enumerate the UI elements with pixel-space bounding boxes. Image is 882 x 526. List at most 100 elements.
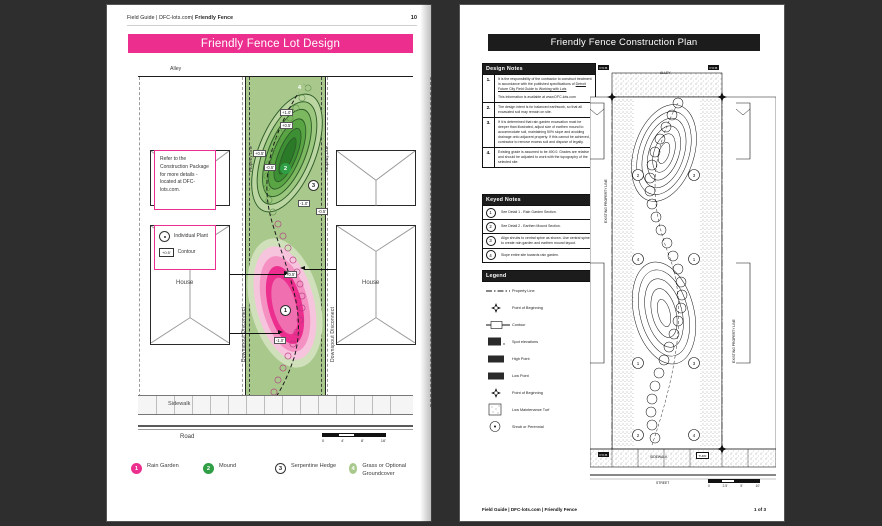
scale-tick: 8'	[360, 438, 364, 443]
note-body: Existing grade is assumed to be 490.0. G…	[498, 149, 590, 164]
spot-elevation: -0.5'	[316, 208, 329, 215]
keyed-notes-panel: Keyed Notes 1 See Detail 1 - Rain Garden…	[482, 194, 596, 263]
lot-design-plan: Alley	[128, 62, 431, 447]
callout-construction-package: Refer to the Construction Package for mo…	[154, 150, 216, 210]
scale-tick: 5'	[740, 484, 743, 488]
callout-text: Refer to the Construction Package for mo…	[160, 156, 209, 193]
legend-row-low-point: Low Point	[482, 367, 596, 384]
scale-tick: 0	[322, 438, 325, 443]
note-number: 2.	[483, 102, 495, 117]
legend-label: Shrub or Perennial	[512, 424, 544, 429]
keyed-note-text: Slope entire site towards rain garden.	[501, 252, 559, 257]
key-item-mound: 2 Mound	[203, 463, 275, 478]
page-number: 10	[410, 15, 417, 21]
legend-label: Point of Beginning	[512, 305, 543, 310]
leader-line	[198, 274, 286, 275]
design-notes-heading: Design Notes	[483, 64, 595, 74]
design-note-row: 1. It is the responsibility of the contr…	[483, 74, 595, 102]
key-badge-1: 1	[131, 463, 142, 474]
keyed-note-text: Align shrubs to central spine as shown. …	[501, 236, 590, 245]
point-of-beginning-icon	[486, 302, 512, 314]
plan-marker-1[interactable]: 1	[280, 305, 291, 316]
svg-text:x: x	[503, 341, 505, 346]
scale-tick: 0	[708, 484, 710, 488]
label-road: Road	[180, 434, 195, 440]
cad-label-alley: ALLEY	[660, 71, 671, 75]
leader-arrowhead	[300, 266, 305, 270]
footer-sheet-number: 1 of 3	[754, 507, 766, 512]
keyed-note-number: 3	[485, 235, 496, 246]
cad-label-street: STREET	[656, 481, 670, 485]
keyed-note-number: 2	[485, 221, 496, 232]
keyed-note-symbol: 3	[483, 235, 498, 246]
shrub-perennial-icon	[486, 420, 512, 433]
plan-marker-4[interactable]: 4	[294, 82, 305, 93]
legend-label: Contour	[177, 249, 196, 256]
legend-label: Point of Beginning	[512, 390, 543, 395]
leader-arrowhead	[284, 271, 289, 275]
spot-elevation: +1.0'	[280, 109, 294, 116]
key-item-rain-garden: 1 Rain Garden	[131, 463, 203, 478]
keyed-note-number: 1	[485, 207, 496, 218]
legend-row-contour: Contour	[482, 316, 596, 333]
keyed-note-row: 4 Slope entire site towards rain garden.	[483, 247, 595, 262]
breadcrumb-current: Friendly Fence	[193, 15, 234, 21]
spot-elevation: +0.5'	[280, 122, 294, 129]
legend-heading: Legend	[482, 270, 596, 282]
label-house-right: House	[362, 280, 380, 286]
leader-line	[198, 333, 280, 334]
key-item-serpentine-hedge: 3 Serpentine Hedge	[275, 463, 349, 478]
key-label-1: Rain Garden	[147, 463, 179, 469]
plan-marker-3[interactable]: 3	[308, 180, 319, 191]
scale-bar-right: 0 2.5' 5' 10'	[708, 479, 760, 488]
keyed-notes-heading: Keyed Notes	[483, 195, 595, 205]
scale-tick: 4'	[341, 438, 345, 443]
plan-key-legend: 1 Rain Garden 2 Mound 3 Serpentine Hedge…	[131, 463, 421, 478]
label-sidewalk: Sidewalk	[168, 401, 191, 407]
note-body: If it is determined that rain garden exc…	[498, 119, 590, 144]
spot-elevation: +0.5'	[253, 150, 267, 157]
keyed-note-row: 1 See Detail 1 - Rain Garden Section.	[483, 205, 595, 219]
plan-marker-2[interactable]: 2	[280, 163, 291, 174]
legend-panel: Legend Property Line Point of Beginning …	[482, 270, 596, 435]
property-line-icon	[486, 288, 512, 294]
note-body: It is the responsibility of the contract…	[495, 75, 595, 102]
spot-elevation: -0.5'	[264, 164, 277, 171]
legend-row-spot-elevation: x Spot elevations	[482, 333, 596, 350]
cad-tag-pob-bottom: P.O.B.	[598, 452, 610, 457]
svg-text:3: 3	[693, 361, 696, 366]
design-notes-panel: Design Notes 1. It is the responsibility…	[482, 63, 596, 168]
label-property-line-right: Property Line	[324, 145, 329, 172]
key-label-4: Grass or Optional Groundcover	[362, 463, 407, 477]
legend-label: Low Maintenance Turf	[512, 407, 550, 412]
design-note-row: 2. The design intent is for balanced ear…	[483, 101, 595, 117]
keyed-note-text: See Detail 1 - Rain Garden Section.	[501, 210, 557, 215]
spot-elevation: -1.0'	[274, 337, 287, 344]
keyed-note-symbol: 2	[483, 221, 498, 232]
cad-tag-turf: TURF	[696, 452, 709, 459]
legend-row-property-line: Property Line	[482, 282, 596, 299]
legend-label: Low Point	[512, 373, 529, 378]
construction-cad-drawing: 2 3 4 1 1 3 2 4 ALLEY P.O.B. P.O.B.	[589, 63, 777, 488]
note-link[interactable]: Detroit Future City Field Guide to Worki…	[498, 81, 586, 91]
note-number: 1.	[483, 75, 495, 102]
svg-text:1: 1	[637, 361, 640, 366]
svg-text:3: 3	[693, 173, 696, 178]
footer-breadcrumb: Field Guide | DFC-lots.com | Friendly Fe…	[482, 507, 577, 512]
keyed-note-row: 3 Align shrubs to central spine as shown…	[483, 233, 595, 248]
contour-icon: +0.5'	[159, 248, 174, 257]
scale-tick: 2.5'	[722, 484, 728, 488]
point-of-beginning-icon	[486, 387, 512, 399]
neighbor-structure-right	[336, 150, 416, 206]
keyed-note-text: See Detail 2 - Earthen Mound Section.	[501, 224, 561, 229]
svg-text:2: 2	[637, 173, 640, 178]
road-center-line	[138, 429, 413, 430]
low-maintenance-turf-icon	[486, 403, 512, 416]
scale-bar-left: 0 4' 8' 16'	[322, 433, 386, 443]
legend-row-individual-plant: Individual Plant	[159, 231, 211, 242]
breadcrumb-prefix: Field Guide | DFC-lots.com|	[127, 15, 194, 21]
note-subtext: This information is available at www.DFC…	[498, 94, 576, 99]
legend-label: Property Line	[512, 288, 535, 293]
key-badge-4: 4	[349, 463, 358, 474]
